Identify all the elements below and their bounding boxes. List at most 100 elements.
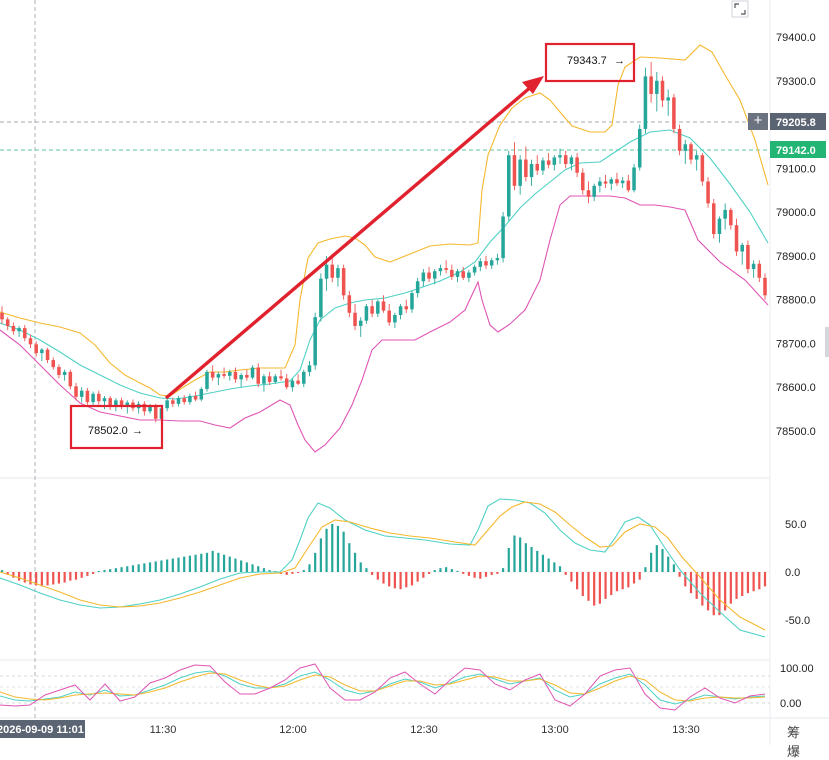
candle [267, 371, 272, 386]
candle [626, 174, 631, 193]
candle [489, 258, 494, 270]
candle-body [267, 376, 272, 382]
macd-bar [359, 562, 362, 572]
candle [353, 304, 357, 331]
candle-body [740, 244, 744, 252]
macd-bar [40, 572, 43, 587]
macd-bar [479, 572, 482, 579]
candle-body [245, 374, 249, 378]
candle-body [330, 264, 335, 278]
side-panel-handle[interactable] [825, 327, 829, 357]
macd-bar [302, 570, 305, 572]
macd-bar [695, 572, 698, 599]
macd-bar [632, 572, 636, 584]
candle [734, 218, 739, 256]
macd-bar [530, 547, 533, 572]
candle-body [290, 380, 295, 388]
time-tick-label: 12:00 [279, 724, 307, 736]
candle [751, 260, 756, 278]
macd-bar [536, 550, 539, 572]
macd-bar [564, 572, 567, 575]
candle-body [227, 371, 232, 376]
price-tick-label: 79000.0 [776, 207, 816, 219]
candle [102, 395, 107, 410]
macd-bar [319, 538, 322, 572]
candle [404, 299, 409, 313]
macd-bar [615, 572, 619, 592]
candle-body [23, 328, 27, 339]
candle [598, 177, 602, 193]
candle-body [125, 402, 130, 406]
add-price-alert-button[interactable]: + [748, 113, 768, 130]
macd-bar [661, 548, 664, 572]
macd-bar [268, 570, 271, 572]
candle-body [324, 264, 329, 279]
candle-body [165, 400, 169, 409]
candle-body [467, 272, 471, 278]
macd-bar [456, 571, 459, 572]
candle [746, 240, 750, 274]
macd-bar [126, 566, 129, 572]
candle-body [694, 155, 699, 160]
macd-bar [484, 572, 488, 577]
candle-body [626, 180, 631, 191]
low-arrow-icon: → [132, 425, 143, 437]
macd-bar [262, 568, 266, 572]
burst-glyph-icon[interactable]: 爆 [787, 745, 809, 760]
candle-body [706, 181, 710, 204]
candle [763, 273, 767, 300]
macd-bar [706, 572, 710, 611]
candle-body [85, 390, 90, 403]
macd-bar [439, 568, 442, 572]
fullscreen-icon[interactable] [731, 0, 749, 18]
candle-body [734, 225, 739, 252]
candle-body [193, 395, 198, 400]
candle [410, 290, 414, 313]
candle-body [68, 371, 73, 387]
macd-bar [598, 572, 601, 604]
trend-arrow-head [522, 76, 544, 94]
macd-bar [496, 572, 499, 574]
price-axis: 79400.0 79300.0 79100.0 79000.0 78900.0 78800… [776, 32, 816, 438]
candle-body [478, 261, 483, 267]
settings-glyph-icon[interactable]: 筹 [787, 726, 809, 741]
candle-body [683, 144, 688, 151]
candle [68, 369, 73, 390]
macd-bar [194, 554, 197, 572]
macd-bar [177, 557, 180, 572]
macd-bar [114, 568, 117, 572]
macd-bar [513, 535, 516, 572]
macd-bar [570, 572, 573, 582]
candle [85, 388, 90, 405]
macd-bar [183, 556, 186, 572]
macd-bar [655, 545, 658, 572]
macd-histogram [0, 524, 767, 616]
candle [40, 347, 44, 361]
macd-bar [638, 572, 641, 580]
candle [512, 142, 517, 191]
candle [444, 260, 448, 274]
candle [689, 142, 693, 164]
macd-dif-line [0, 498, 766, 638]
candle-body [609, 179, 614, 184]
candle-body [302, 371, 306, 384]
candle-body [40, 349, 44, 354]
macd-bar [558, 566, 562, 572]
candle [421, 269, 426, 287]
candle [239, 373, 243, 388]
macd-bar [143, 563, 146, 572]
price-tick-label: 78900.0 [776, 251, 816, 263]
candle-body [91, 393, 95, 403]
candle-body [660, 80, 665, 101]
macd-bar [553, 562, 556, 572]
candle-body [256, 367, 260, 384]
bollinger-mid-line [0, 129, 769, 400]
macd-bar [405, 572, 408, 588]
candle [620, 177, 625, 189]
current-time-badge: 2026-09-09 11:01 [0, 720, 85, 738]
candle-body [62, 371, 67, 375]
candle-body [296, 380, 300, 384]
candle [575, 153, 579, 178]
candle-body [427, 272, 431, 279]
